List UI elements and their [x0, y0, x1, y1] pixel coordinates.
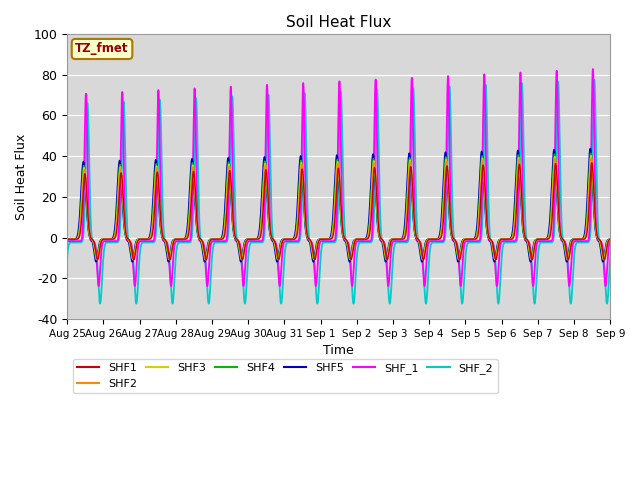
SHF5: [607, 237, 614, 242]
SHF_1: [385, 283, 392, 289]
Line: SHF_1: SHF_1: [67, 69, 611, 286]
SHF5: [599, 259, 607, 264]
SHF1: [460, 237, 468, 243]
SHF_2: [476, 240, 483, 245]
SHF4: [607, 236, 614, 242]
SHF1: [476, 218, 483, 224]
SHF1: [577, 236, 584, 242]
SHF4: [491, 257, 499, 263]
SHF2: [275, 257, 282, 263]
SHF_1: [321, 238, 328, 244]
SHF2: [584, 218, 591, 224]
SHF5: [63, 237, 71, 242]
SHF3: [248, 236, 255, 242]
SHF_2: [248, 240, 255, 245]
SHF1: [584, 226, 591, 231]
SHF_1: [476, 238, 483, 243]
SHF2: [248, 236, 255, 242]
SHF3: [588, 153, 595, 158]
Line: SHF2: SHF2: [67, 158, 611, 260]
SHF_2: [584, 240, 591, 245]
SHF_1: [63, 239, 71, 245]
SHF3: [607, 236, 614, 242]
SHF_2: [63, 254, 71, 260]
SHF4: [584, 204, 591, 210]
SHF_2: [495, 300, 502, 306]
SHF5: [248, 237, 255, 242]
SHF4: [577, 236, 584, 242]
SHF2: [607, 236, 614, 242]
SHF_1: [607, 239, 614, 245]
SHF4: [248, 236, 255, 242]
SHF5: [476, 180, 483, 186]
SHF3: [584, 212, 591, 217]
SHF3: [63, 236, 71, 242]
SHF_2: [321, 240, 328, 245]
SHF_1: [248, 238, 255, 244]
SHF3: [383, 257, 390, 263]
SHF5: [586, 146, 594, 152]
SHF_2: [460, 276, 468, 282]
SHF_2: [577, 240, 584, 245]
SHF1: [321, 236, 328, 242]
SHF_1: [589, 66, 596, 72]
Line: SHF3: SHF3: [67, 156, 611, 260]
SHF3: [321, 236, 328, 242]
SHF2: [321, 236, 328, 242]
SHF4: [476, 193, 483, 199]
SHF_1: [460, 242, 468, 248]
X-axis label: Time: Time: [323, 344, 354, 357]
SHF5: [577, 237, 584, 242]
SHF_1: [584, 238, 591, 244]
SHF4: [460, 236, 468, 242]
Title: Soil Heat Flux: Soil Heat Flux: [286, 15, 392, 30]
SHF1: [248, 236, 255, 242]
SHF_1: [577, 238, 584, 244]
Y-axis label: Soil Heat Flux: Soil Heat Flux: [15, 133, 28, 220]
SHF4: [63, 236, 71, 242]
SHF1: [607, 236, 614, 242]
SHF1: [166, 257, 174, 263]
SHF5: [460, 237, 468, 242]
SHF2: [588, 155, 595, 161]
Line: SHF1: SHF1: [67, 163, 611, 260]
Line: SHF_2: SHF_2: [67, 80, 611, 303]
SHF5: [584, 193, 591, 199]
SHF2: [63, 236, 71, 242]
SHF2: [577, 236, 584, 242]
SHF_2: [591, 77, 598, 83]
SHF3: [577, 236, 584, 242]
Legend: SHF1, SHF2, SHF3, SHF4, SHF5, SHF_1, SHF_2: SHF1, SHF2, SHF3, SHF4, SHF5, SHF_1, SHF…: [73, 359, 497, 393]
SHF1: [63, 236, 71, 242]
Line: SHF5: SHF5: [67, 149, 611, 262]
SHF3: [476, 201, 483, 206]
Text: TZ_fmet: TZ_fmet: [76, 42, 129, 56]
SHF4: [321, 236, 328, 242]
SHF_2: [607, 254, 614, 260]
SHF2: [476, 208, 483, 214]
SHF4: [587, 150, 595, 156]
Line: SHF4: SHF4: [67, 153, 611, 260]
SHF5: [321, 237, 328, 242]
SHF3: [460, 237, 468, 242]
SHF2: [460, 237, 468, 242]
SHF1: [588, 160, 596, 166]
